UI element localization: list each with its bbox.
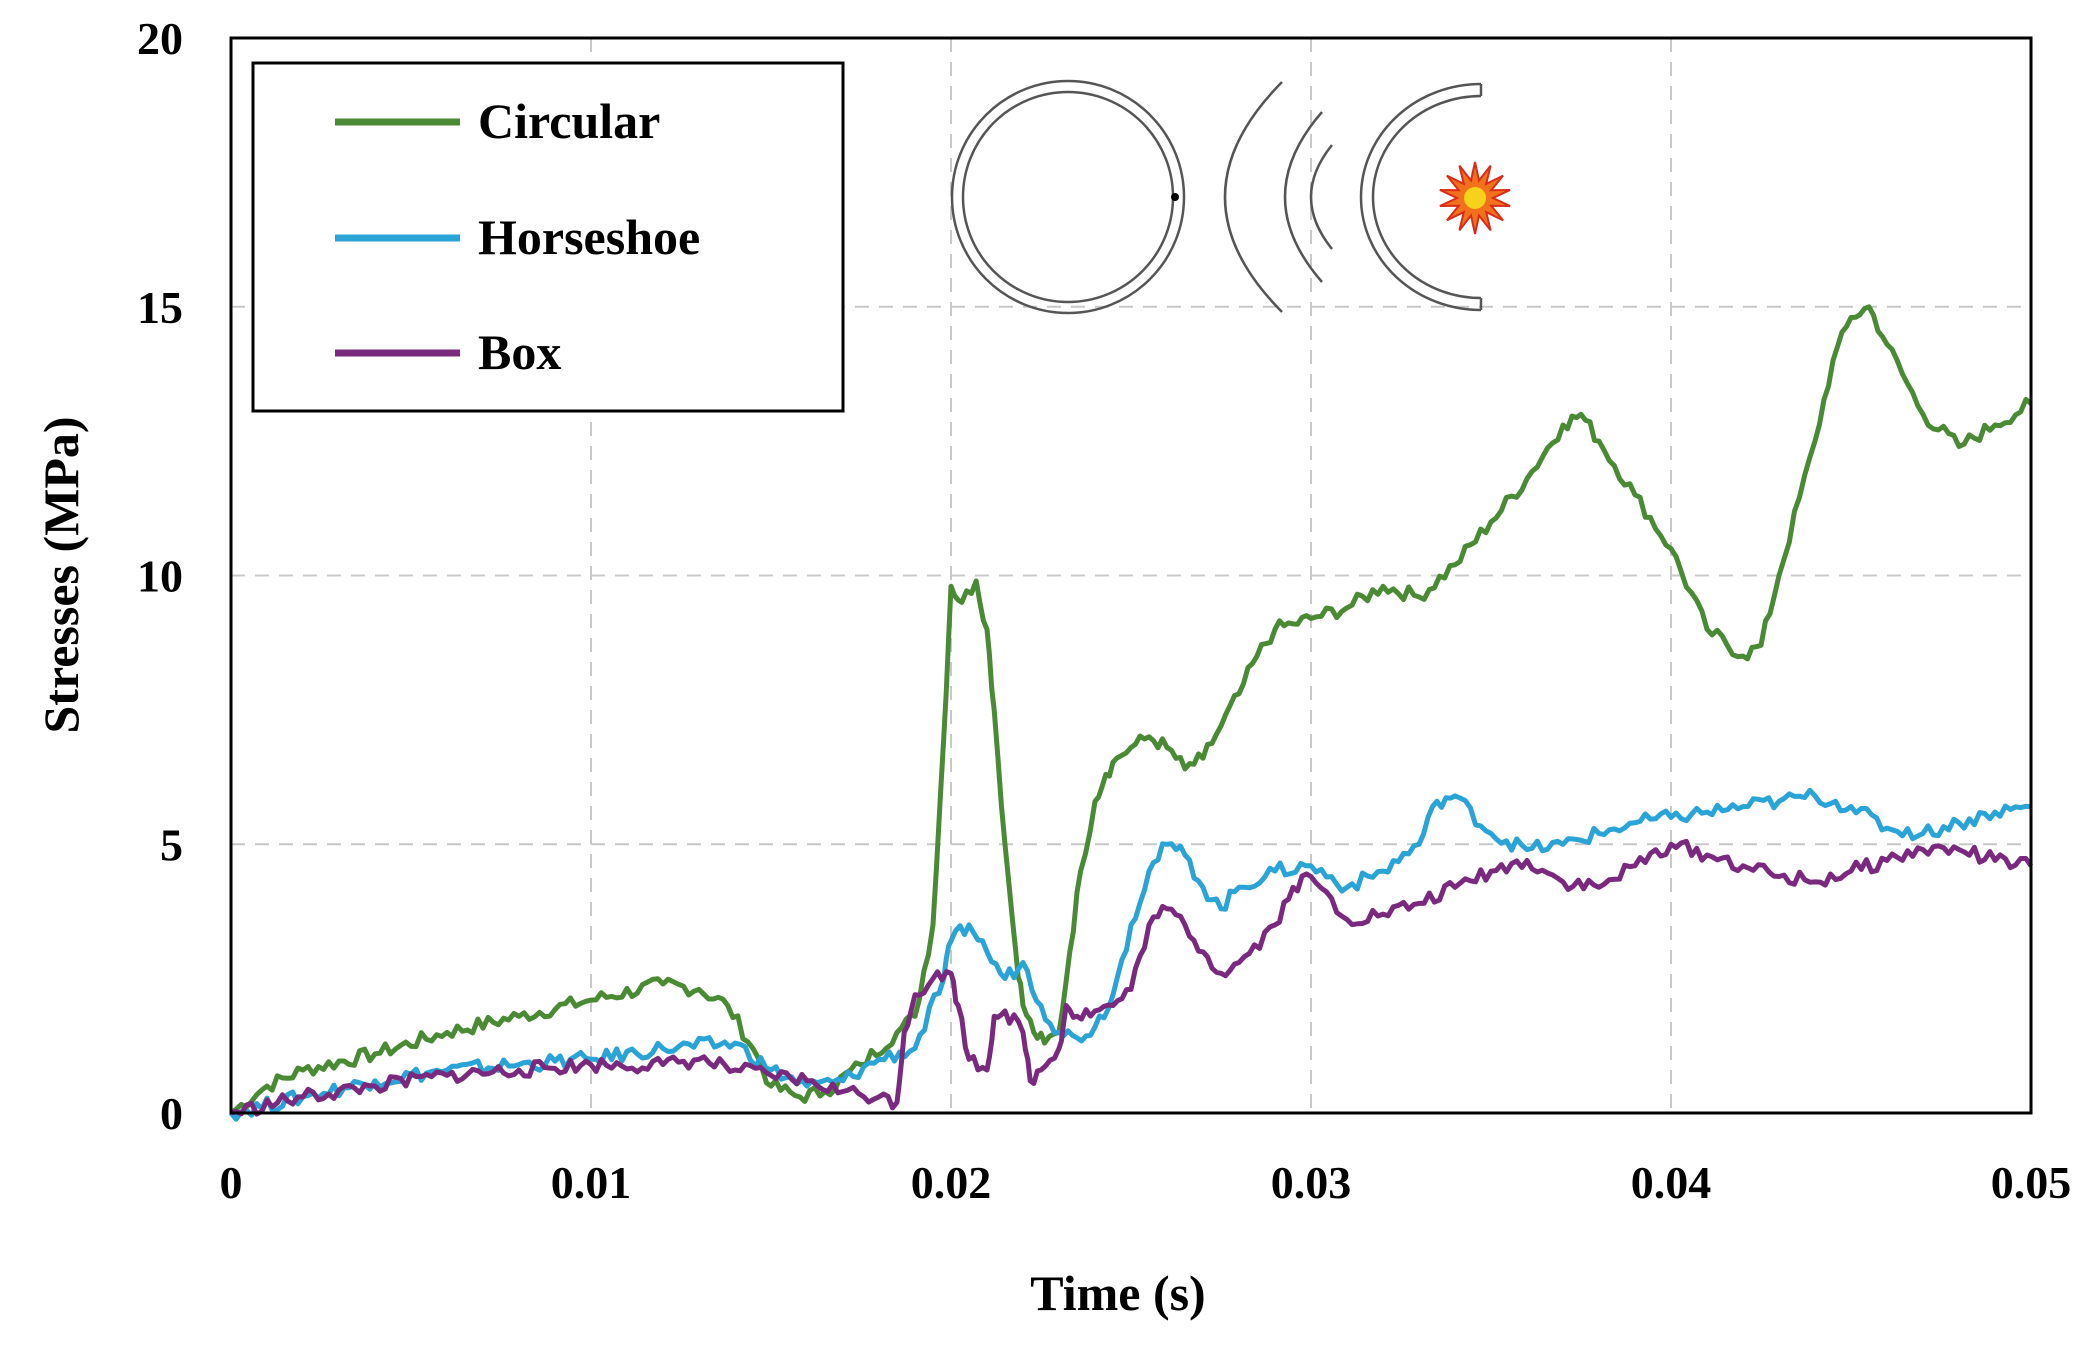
x-tick-label: 0.03 — [1271, 1157, 1352, 1208]
blast-wave-3 — [1309, 144, 1333, 250]
y-axis-ticks: 0 5 10 15 20 — [137, 13, 183, 1139]
y-tick-label: 20 — [137, 13, 183, 64]
x-axis-ticks: 0 0.01 0.02 0.03 0.04 0.05 — [220, 1157, 2072, 1208]
explosion-core — [1464, 187, 1486, 209]
blast-wave-2 — [1283, 111, 1323, 283]
blast-illustration — [950, 79, 1511, 315]
blast-wave-1 — [1223, 81, 1283, 313]
legend-label-box: Box — [478, 324, 561, 380]
tunnel-outer-ring — [950, 79, 1186, 315]
legend: Circular Horseshoe Box — [251, 61, 845, 413]
y-tick-label: 15 — [137, 282, 183, 333]
x-tick-label: 0.05 — [1991, 1157, 2072, 1208]
x-axis-label: Time (s) — [1030, 1265, 1205, 1321]
x-tick-label: 0.01 — [551, 1157, 632, 1208]
y-tick-label: 10 — [137, 551, 183, 602]
y-axis-label: Stresses (MPa) — [33, 416, 89, 733]
series-lines — [229, 304, 2034, 1122]
x-tick-label: 0.02 — [911, 1157, 992, 1208]
series-line-box — [230, 838, 2034, 1117]
x-tick-label: 0.04 — [1631, 1157, 1712, 1208]
charge-shell-outer — [1359, 82, 1482, 312]
y-tick-label: 5 — [160, 819, 183, 870]
legend-label-horseshoe: Horseshoe — [478, 209, 700, 265]
legend-label-circular: Circular — [478, 93, 660, 149]
y-tick-label: 0 — [160, 1088, 183, 1139]
series-line-horseshoe — [229, 787, 2032, 1122]
series-line-circular — [229, 304, 2033, 1116]
plot-area-border — [229, 36, 2033, 1115]
x-tick-label: 0 — [220, 1157, 243, 1208]
charge-shell-inner — [1371, 94, 1482, 300]
measurement-point-marker — [1171, 193, 1179, 201]
